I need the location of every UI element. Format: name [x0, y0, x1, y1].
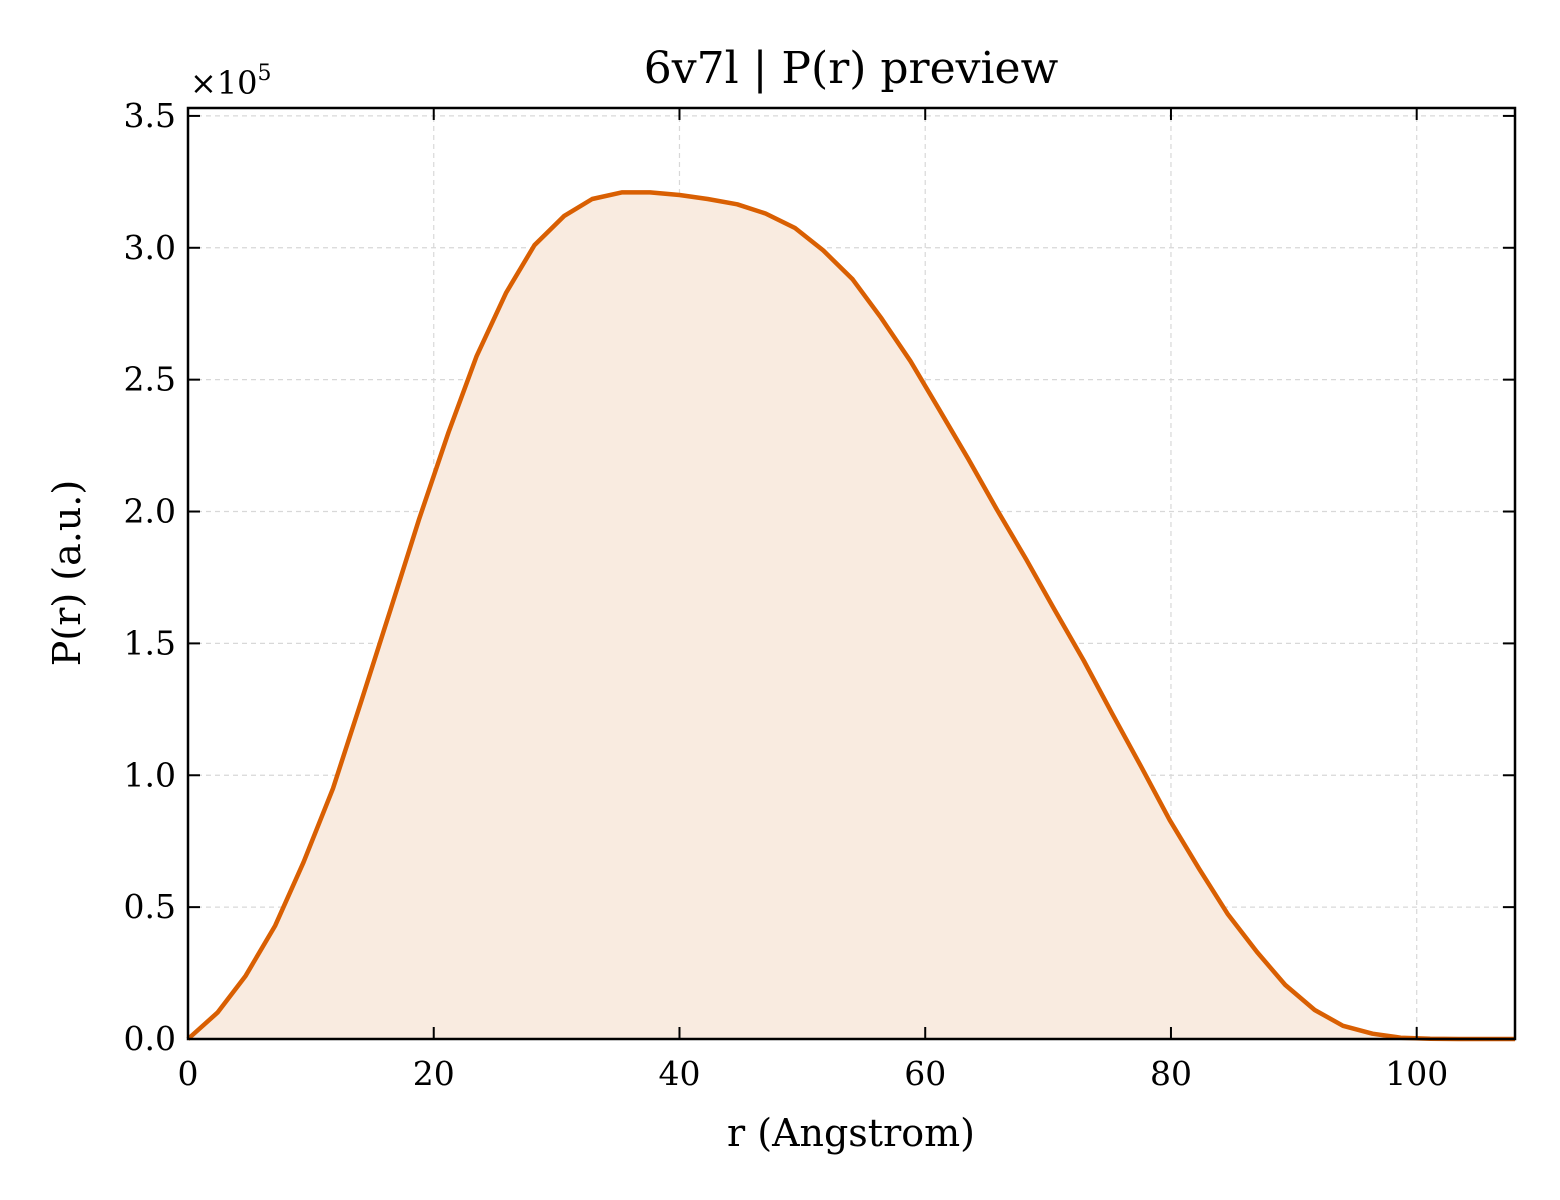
y-tick-label: 0.5 [124, 887, 176, 926]
x-tick-label: 0 [178, 1054, 199, 1093]
y-tick-label: 2.5 [124, 360, 176, 399]
chart-title: 6v7l | P(r) preview [644, 43, 1059, 94]
x-tick-label: 80 [1150, 1054, 1192, 1093]
y-scale-base: ×10 [190, 64, 258, 102]
y-tick-label: 1.5 [124, 623, 176, 662]
x-tick-label: 40 [658, 1054, 700, 1093]
y-tick-label: 0.0 [124, 1019, 176, 1058]
x-tick-label: 20 [413, 1054, 455, 1093]
x-tick-label: 60 [904, 1054, 946, 1093]
axis-ticks: 0 20 40 60 80 100 0.0 0.5 1.0 1.5 2.0 2.5 3.0 3.5 [124, 96, 1515, 1093]
y-scale-exponent: 5 [258, 61, 272, 86]
plot-frame [186, 106, 1517, 1041]
x-axis-label: r (Angstrom) [727, 1111, 975, 1155]
y-tick-label: 3.5 [124, 96, 176, 135]
y-axis-label: P(r) (a.u.) [45, 480, 89, 666]
y-scale-multiplier: ×105 [190, 61, 272, 102]
pr-area-fill [188, 192, 1515, 1039]
y-tick-label: 3.0 [124, 228, 176, 267]
y-tick-label: 2.0 [124, 492, 176, 531]
y-tick-label: 1.0 [124, 755, 176, 794]
x-tick-label: 100 [1385, 1054, 1448, 1093]
pr-curve-line [186, 190, 1515, 1042]
